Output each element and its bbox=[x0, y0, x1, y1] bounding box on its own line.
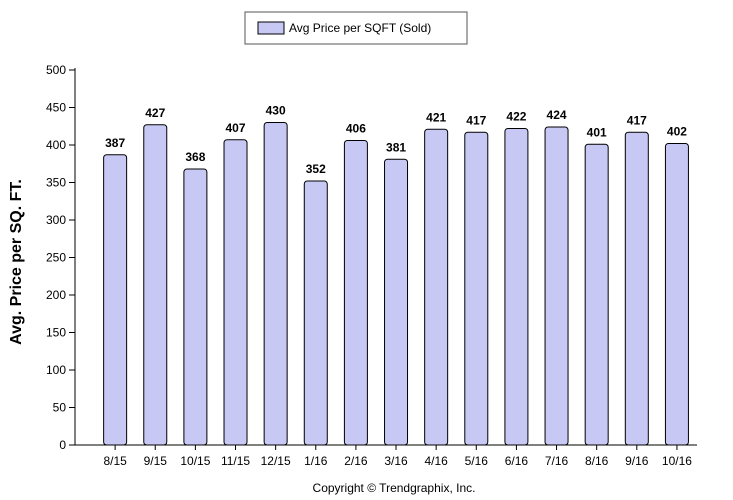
x-tick-label: 10/16 bbox=[662, 454, 692, 468]
bar-value-label: 427 bbox=[145, 106, 165, 120]
bar-value-label: 387 bbox=[105, 136, 125, 150]
bar-value-label: 417 bbox=[627, 113, 647, 127]
legend-label: Avg Price per SQFT (Sold) bbox=[289, 21, 431, 35]
x-tick-label: 3/16 bbox=[384, 454, 408, 468]
bar-9-16 bbox=[624, 131, 649, 446]
x-tick-label: 9/16 bbox=[625, 454, 649, 468]
x-tick-label: 10/15 bbox=[180, 454, 210, 468]
y-axis-title: Avg. Price per SQ. FT. bbox=[8, 179, 25, 345]
bar-value-label: 368 bbox=[185, 150, 205, 164]
y-tick-label: 400 bbox=[46, 138, 66, 152]
bar-6-16 bbox=[504, 128, 529, 446]
bar-5-16 bbox=[464, 131, 489, 446]
y-tick-label: 350 bbox=[46, 176, 66, 190]
bar-11-15 bbox=[223, 139, 248, 446]
bar-value-label: 406 bbox=[346, 122, 366, 136]
bar-1-16 bbox=[303, 180, 328, 446]
x-tick-label: 5/16 bbox=[465, 454, 489, 468]
x-tick-label: 12/15 bbox=[261, 454, 291, 468]
bar-8-15 bbox=[103, 154, 128, 446]
y-tick-label: 0 bbox=[59, 438, 66, 452]
bar-12-15 bbox=[263, 122, 288, 446]
y-tick-label: 250 bbox=[46, 251, 66, 265]
x-tick-label: 6/16 bbox=[505, 454, 529, 468]
x-tick-label: 4/16 bbox=[424, 454, 448, 468]
bar-value-label: 352 bbox=[306, 162, 326, 176]
legend: Avg Price per SQFT (Sold) bbox=[244, 11, 468, 45]
bars: 387 427 368 407 430 352 406 381 421 417 422 424 401 4… bbox=[103, 104, 689, 446]
x-tick-label: 11/15 bbox=[221, 454, 250, 468]
bar-4-16 bbox=[424, 128, 449, 446]
legend-swatch bbox=[257, 21, 285, 35]
bar-value-label: 421 bbox=[426, 110, 446, 124]
x-tick-label: 8/15 bbox=[103, 454, 127, 468]
bar-10-16 bbox=[664, 143, 689, 446]
x-ticks: 8/15 9/15 10/15 11/15 12/15 1/16 2/16 3/16 4/16 5… bbox=[103, 445, 692, 468]
x-tick-label: 1/16 bbox=[304, 454, 328, 468]
copyright-text: Copyright © Trendgraphix, Inc. bbox=[313, 481, 476, 495]
bar-2-16 bbox=[343, 140, 368, 446]
bar-7-16 bbox=[544, 126, 569, 446]
bar-value-label: 417 bbox=[466, 113, 486, 127]
x-tick-label: 9/15 bbox=[144, 454, 168, 468]
bar-10-15 bbox=[183, 168, 208, 446]
x-tick-label: 7/16 bbox=[545, 454, 569, 468]
y-tick-label: 100 bbox=[46, 363, 66, 377]
y-tick-label: 150 bbox=[46, 326, 66, 340]
bar-3-16 bbox=[384, 158, 409, 446]
y-tick-label: 200 bbox=[46, 288, 66, 302]
bar-value-label: 381 bbox=[386, 140, 406, 154]
bar-8-16 bbox=[584, 143, 609, 446]
y-ticks: 0 50 100 150 200 250 300 350 400 450 500 bbox=[46, 63, 75, 452]
y-tick-label: 500 bbox=[46, 63, 66, 77]
y-tick-label: 300 bbox=[46, 213, 66, 227]
bar-value-label: 424 bbox=[547, 108, 567, 122]
bar-value-label: 401 bbox=[587, 125, 607, 139]
bar-value-label: 422 bbox=[506, 110, 526, 124]
x-tick-label: 8/16 bbox=[585, 454, 609, 468]
bar-9-15 bbox=[143, 124, 168, 446]
bar-value-label: 407 bbox=[226, 121, 246, 135]
x-tick-label: 2/16 bbox=[344, 454, 368, 468]
y-tick-label: 50 bbox=[53, 401, 67, 415]
bar-value-label: 430 bbox=[266, 104, 286, 118]
bar-value-label: 402 bbox=[667, 125, 687, 139]
y-tick-label: 450 bbox=[46, 101, 66, 115]
